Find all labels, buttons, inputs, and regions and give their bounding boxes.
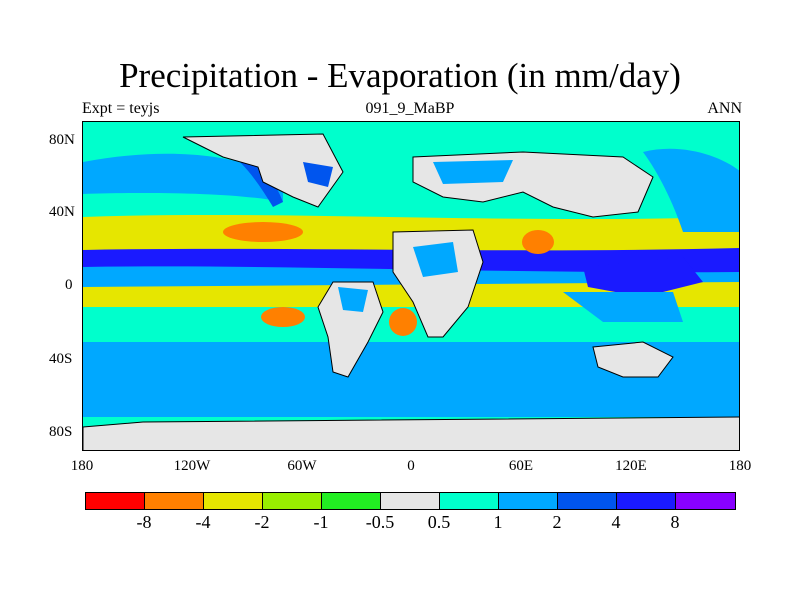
y-tick-80S: 80S [49, 424, 73, 440]
plot-title: Precipitation - Evaporation (in mm/day) [119, 56, 681, 95]
experiment-label: Expt = teyjs [82, 100, 160, 117]
north-america [182, 133, 344, 208]
colorbar-label: 8 [670, 512, 680, 532]
subtropical-high-south [261, 307, 305, 327]
northwest-pacific-track [643, 148, 739, 232]
colorbar-swatch [676, 493, 735, 509]
colorbar-swatch [499, 493, 558, 509]
indian-ocean-wet [563, 292, 683, 322]
europe-wet [433, 160, 513, 184]
x-tick-60W: 60W [287, 458, 317, 474]
colorbar-label: -2 [254, 512, 270, 532]
x-tick-0: 0 [407, 458, 415, 474]
colorbar-swatch [617, 493, 676, 509]
colorbar-label: -1 [313, 512, 329, 532]
x-tick-60E: 60E [508, 458, 534, 474]
amazon-wet [338, 287, 368, 312]
period-label: 091_9_MaBP [365, 100, 455, 117]
north-america-wet [303, 162, 333, 187]
season-label: ANN [707, 100, 742, 117]
colorbar-label: 1 [493, 512, 503, 532]
y-tick-80N: 80N [49, 132, 75, 148]
subtropical-high-atlantic [389, 308, 417, 336]
x-tick-180: 180 [70, 458, 94, 474]
colorbar-swatch [558, 493, 617, 509]
north-pacific-track [83, 153, 283, 202]
colorbar-swatch [322, 493, 381, 509]
colorbar-label: -0.5 [365, 512, 395, 532]
antarctica [83, 416, 739, 450]
x-tick-120W: 120W [173, 458, 211, 474]
subtropical-high-north [223, 222, 303, 242]
africa [392, 229, 484, 338]
central-africa-wet [413, 242, 458, 277]
colorbar-label: 2 [552, 512, 562, 532]
colorbar-swatch [86, 493, 145, 509]
colorbar-label: -4 [195, 512, 211, 532]
x-tick-180-east: 180 [728, 458, 752, 474]
south-america [317, 281, 384, 378]
colorbar-swatch [204, 493, 263, 509]
precip-evap-map [83, 122, 739, 450]
colorbar-label: 0.5 [427, 512, 451, 532]
y-tick-0: 0 [65, 277, 73, 293]
x-tick-120E: 120E [615, 458, 647, 474]
colorbar-swatch [263, 493, 322, 509]
colorbar-swatch [440, 493, 499, 509]
colorbar-label: 4 [611, 512, 621, 532]
colorbar-swatch [145, 493, 204, 509]
y-tick-40N: 40N [49, 204, 75, 220]
colorbar-label: -8 [136, 512, 152, 532]
colorbar [85, 492, 736, 510]
colorbar-swatch [381, 493, 440, 509]
subtropical-high-asia [522, 230, 554, 254]
map-panel [82, 121, 740, 451]
y-tick-40S: 40S [49, 351, 73, 367]
australia [592, 341, 674, 378]
maritime-continent-wet [583, 257, 703, 297]
